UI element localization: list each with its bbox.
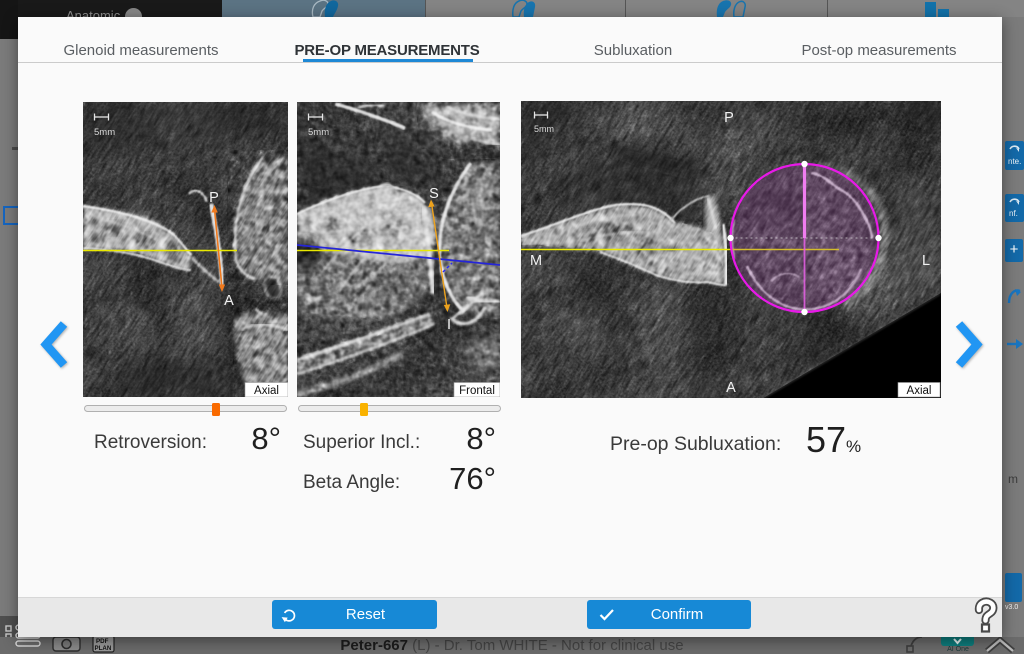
svg-text:L: L [922, 253, 930, 269]
svg-text:Axial: Axial [254, 385, 279, 397]
svg-text:P: P [724, 110, 734, 126]
svg-text:A: A [224, 293, 234, 309]
svg-text:I: I [447, 317, 451, 333]
svg-text:A: A [726, 380, 736, 396]
svg-text:Frontal: Frontal [459, 385, 495, 397]
svg-text:M: M [530, 253, 542, 269]
svg-text:S: S [429, 186, 439, 202]
svg-text:5mm: 5mm [534, 124, 554, 134]
svg-text:5mm: 5mm [94, 127, 115, 138]
svg-text:Axial: Axial [907, 385, 932, 397]
svg-text:PLAN: PLAN [95, 645, 112, 652]
svg-text:nf.: nf. [1009, 209, 1018, 218]
svg-text:PDF: PDF [96, 638, 109, 645]
svg-text:5mm: 5mm [308, 127, 329, 138]
svg-text:P: P [209, 190, 219, 206]
svg-text:nte.: nte. [1008, 157, 1021, 166]
